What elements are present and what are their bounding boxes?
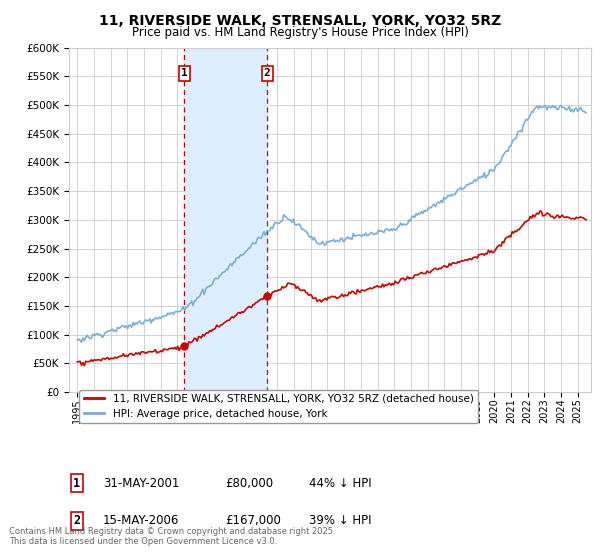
Text: 2: 2	[73, 514, 80, 527]
Bar	[184, 48, 267, 392]
Text: 2: 2	[264, 68, 271, 78]
Text: 1: 1	[73, 477, 80, 489]
Text: Contains HM Land Registry data © Crown copyright and database right 2025.
This d: Contains HM Land Registry data © Crown c…	[9, 526, 335, 546]
Text: 1: 1	[181, 68, 188, 78]
Text: 15-MAY-2006: 15-MAY-2006	[103, 514, 179, 527]
Text: Price paid vs. HM Land Registry's House Price Index (HPI): Price paid vs. HM Land Registry's House …	[131, 26, 469, 39]
Text: 11, RIVERSIDE WALK, STRENSALL, YORK, YO32 5RZ: 11, RIVERSIDE WALK, STRENSALL, YORK, YO3…	[99, 14, 501, 28]
Text: £80,000: £80,000	[226, 477, 274, 489]
Legend: 11, RIVERSIDE WALK, STRENSALL, YORK, YO32 5RZ (detached house), HPI: Average pri: 11, RIVERSIDE WALK, STRENSALL, YORK, YO3…	[79, 390, 478, 423]
Text: £167,000: £167,000	[226, 514, 281, 527]
Text: 39% ↓ HPI: 39% ↓ HPI	[309, 514, 371, 527]
Text: 44% ↓ HPI: 44% ↓ HPI	[309, 477, 372, 489]
Text: 31-MAY-2001: 31-MAY-2001	[103, 477, 179, 489]
